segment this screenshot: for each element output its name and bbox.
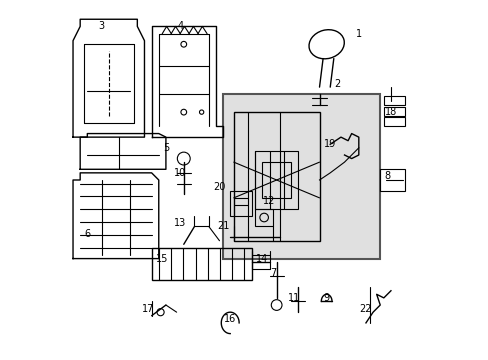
Text: 20: 20 <box>213 182 225 192</box>
Text: 6: 6 <box>84 229 90 239</box>
Text: 8: 8 <box>384 171 389 181</box>
Text: 21: 21 <box>217 221 229 231</box>
Text: 4: 4 <box>177 21 183 31</box>
Text: 16: 16 <box>224 314 236 324</box>
Text: 14: 14 <box>256 253 268 264</box>
Text: 5: 5 <box>163 143 169 153</box>
Text: 7: 7 <box>269 268 276 278</box>
Text: 18: 18 <box>384 107 396 117</box>
Text: 15: 15 <box>156 253 168 264</box>
Bar <box>383 96 405 105</box>
Text: 2: 2 <box>334 78 340 89</box>
Text: 19: 19 <box>324 139 336 149</box>
Text: 3: 3 <box>99 21 104 31</box>
Text: 11: 11 <box>288 293 300 303</box>
Bar <box>230 191 251 216</box>
Bar <box>223 94 380 258</box>
Text: 9: 9 <box>323 293 329 303</box>
Bar <box>383 117 405 126</box>
Text: 13: 13 <box>174 218 186 228</box>
Text: 1: 1 <box>355 28 361 39</box>
Bar <box>262 162 290 198</box>
Bar <box>383 107 405 116</box>
Bar <box>233 112 319 241</box>
Bar <box>380 169 405 191</box>
Text: 17: 17 <box>142 303 154 314</box>
Bar <box>255 152 298 208</box>
Bar <box>255 208 272 226</box>
Text: 12: 12 <box>263 197 275 206</box>
Text: 10: 10 <box>174 168 186 178</box>
Text: 22: 22 <box>359 303 371 314</box>
Bar <box>151 248 251 280</box>
Ellipse shape <box>308 30 344 59</box>
